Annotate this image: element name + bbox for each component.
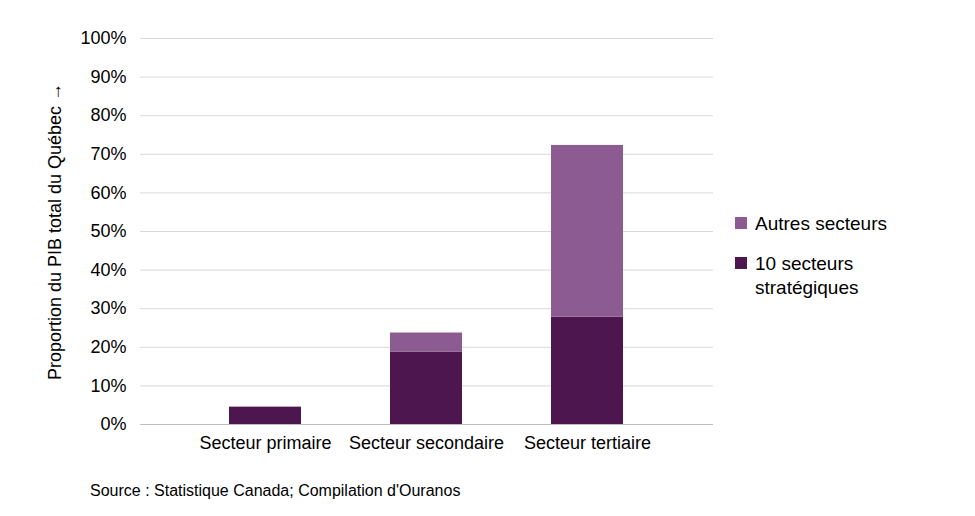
svg-text:0%: 0% — [100, 414, 126, 434]
html-text:10 secteurs stratégiques: 10 secteurs stratégiques — [755, 253, 859, 298]
svg-text:10%: 10% — [90, 376, 126, 396]
svg-text:20%: 20% — [90, 337, 126, 357]
svg-text:40%: 40% — [90, 260, 126, 280]
svg-text:Proportion du PIB total du Qué: Proportion du PIB total du Québec → — [45, 83, 65, 380]
html-text:Source : Statistique Canada; C: Source : Statistique Canada; Compilation… — [90, 482, 461, 499]
svg-text:Secteur tertiaire: Secteur tertiaire — [524, 433, 651, 453]
svg-text:50%: 50% — [90, 221, 126, 241]
svg-text:80%: 80% — [90, 105, 126, 125]
svg-text:90%: 90% — [90, 67, 126, 87]
svg-text:Secteur primaire: Secteur primaire — [199, 433, 331, 453]
svg-text:70%: 70% — [90, 144, 126, 164]
svg-text:Secteur secondaire: Secteur secondaire — [349, 433, 504, 453]
svg-text:60%: 60% — [90, 183, 126, 203]
html-text:Autres secteurs: Autres secteurs — [755, 213, 887, 234]
svg-text:30%: 30% — [90, 298, 126, 318]
svg-text:100%: 100% — [80, 28, 126, 48]
